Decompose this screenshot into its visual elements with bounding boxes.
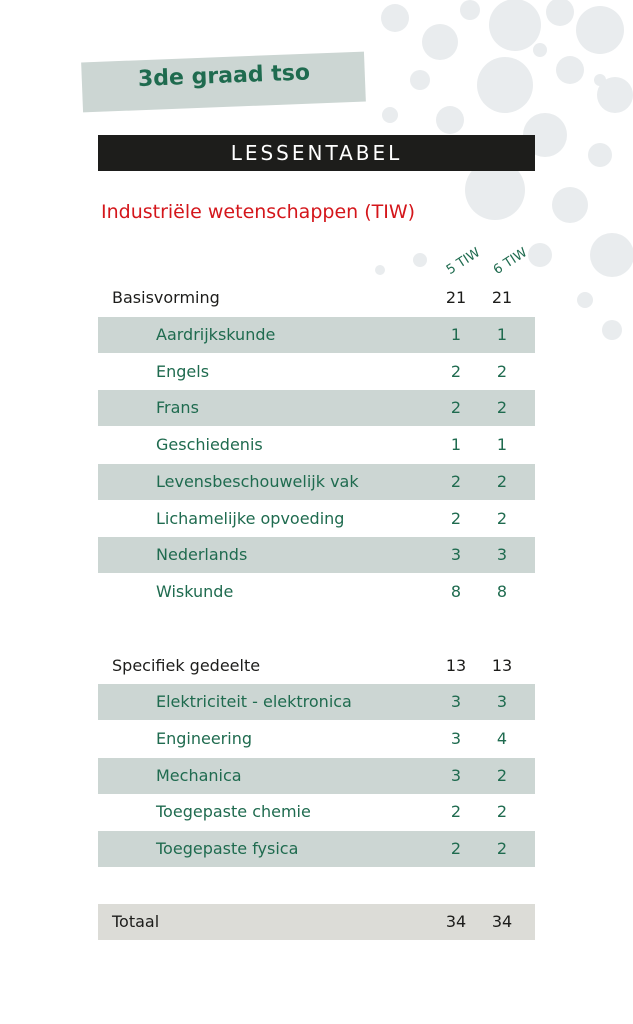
- row-label: Mechanica: [156, 766, 242, 785]
- table-row-total: Totaal 34 34: [98, 904, 535, 940]
- table-row: Toegepaste chemie 2 2: [98, 794, 535, 830]
- program-subtitle: Industriële wetenschappen (TIW): [101, 201, 416, 223]
- row-value-6tiw: 2: [496, 766, 508, 785]
- row-value-5tiw: 2: [450, 362, 462, 381]
- row-value-5tiw: 3: [450, 729, 462, 748]
- table-row: Mechanica 3 2: [98, 758, 535, 794]
- row-label: Levensbeschouwelijk vak: [156, 472, 359, 491]
- row-value-5tiw: 13: [445, 656, 467, 675]
- row-value-6tiw: 2: [496, 509, 508, 528]
- row-label: Elektriciteit - elektronica: [156, 692, 352, 711]
- row-value-6tiw: 2: [496, 802, 508, 821]
- row-label: Nederlands: [156, 545, 248, 564]
- row-label: Aardrijkskunde: [156, 325, 276, 344]
- table-row: Toegepaste fysica 2 2: [98, 831, 535, 867]
- table-row: Elektriciteit - elektronica 3 3: [98, 684, 535, 720]
- row-value-5tiw: 21: [445, 288, 467, 307]
- row-value-5tiw: 2: [450, 472, 462, 491]
- row-value-6tiw: 13: [491, 656, 513, 675]
- row-label: Toegepaste chemie: [156, 802, 311, 821]
- row-value-5tiw: 2: [450, 839, 462, 858]
- table-row-specifiek-gedeelte: Specifiek gedeelte 13 13: [98, 648, 535, 684]
- row-value-6tiw: 21: [491, 288, 513, 307]
- row-value-5tiw: 1: [450, 435, 462, 454]
- page-title: LESSENTABEL: [98, 135, 535, 171]
- row-value-6tiw: 1: [496, 325, 508, 344]
- row-label: Engineering: [156, 729, 252, 748]
- row-value-6tiw: 2: [496, 472, 508, 491]
- table-row: Geschiedenis 1 1: [98, 427, 535, 463]
- row-label: Geschiedenis: [156, 435, 263, 454]
- table-row: Lichamelijke opvoeding 2 2: [98, 501, 535, 537]
- row-label: Wiskunde: [156, 582, 234, 601]
- table-row-basisvorming: Basisvorming 21 21: [98, 280, 535, 316]
- table-row: Wiskunde 8 8: [98, 574, 535, 610]
- row-value-5tiw: 3: [450, 545, 462, 564]
- row-value-6tiw: 2: [496, 362, 508, 381]
- row-value-6tiw: 8: [496, 582, 508, 601]
- row-label: Toegepaste fysica: [156, 839, 299, 858]
- row-value-6tiw: 34: [491, 912, 513, 931]
- row-value-5tiw: 34: [445, 912, 467, 931]
- row-value-5tiw: 2: [450, 398, 462, 417]
- table-row: Levensbeschouwelijk vak 2 2: [98, 464, 535, 500]
- row-label: Engels: [156, 362, 210, 381]
- table-row: Frans 2 2: [98, 390, 535, 426]
- row-value-5tiw: 3: [450, 692, 462, 711]
- row-value-6tiw: 4: [496, 729, 508, 748]
- row-value-6tiw: 2: [496, 398, 508, 417]
- row-value-5tiw: 3: [450, 766, 462, 785]
- row-label: Basisvorming: [112, 288, 220, 307]
- table-row: Aardrijkskunde 1 1: [98, 317, 535, 353]
- table-row: Nederlands 3 3: [98, 537, 535, 573]
- row-value-6tiw: 3: [496, 545, 508, 564]
- row-value-5tiw: 2: [450, 509, 462, 528]
- row-value-5tiw: 2: [450, 802, 462, 821]
- row-label: Specifiek gedeelte: [112, 656, 261, 675]
- row-label: Lichamelijke opvoeding: [156, 509, 345, 528]
- row-value-6tiw: 3: [496, 692, 508, 711]
- row-label: Frans: [156, 398, 199, 417]
- row-value-6tiw: 1: [496, 435, 508, 454]
- table-row: Engels 2 2: [98, 354, 535, 390]
- row-label: Totaal: [112, 912, 160, 931]
- table-row: Engineering 3 4: [98, 721, 535, 757]
- row-value-5tiw: 1: [450, 325, 462, 344]
- row-value-5tiw: 8: [450, 582, 462, 601]
- row-value-6tiw: 2: [496, 839, 508, 858]
